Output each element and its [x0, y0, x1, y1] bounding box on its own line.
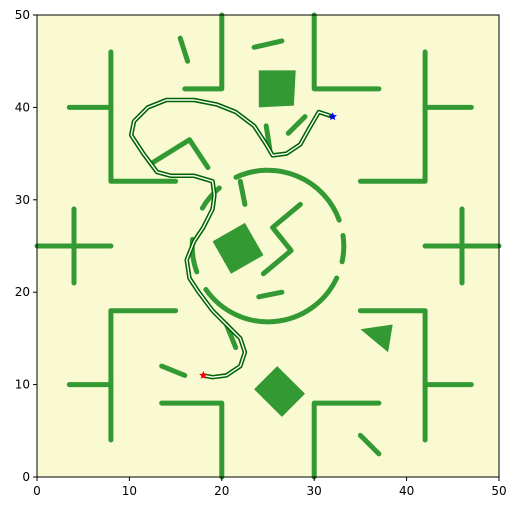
wall-segment-16	[177, 35, 191, 64]
wall-segment-26	[357, 432, 382, 457]
ring-arc-1	[199, 185, 222, 211]
x-tick-label: 20	[214, 484, 229, 498]
wall-segment-17	[251, 38, 285, 50]
wall-segment-4	[357, 49, 428, 184]
goal-marker	[328, 112, 337, 121]
ring-arc-5	[340, 233, 347, 249]
x-axis: 0 10 20 30 40 50	[33, 477, 507, 498]
y-tick-label: 10	[15, 378, 30, 392]
wall-segment-0	[182, 12, 225, 92]
y-tick-label: 0	[22, 470, 30, 484]
x-tick-label: 10	[122, 484, 137, 498]
x-tick-label: 40	[399, 484, 414, 498]
wall-segment-20	[150, 137, 211, 170]
start-marker	[199, 370, 208, 379]
ring-arc-3	[203, 275, 340, 325]
plot-frame	[36, 14, 500, 478]
x-tick-label: 30	[307, 484, 322, 498]
obstacle-layer	[34, 12, 502, 480]
y-tick-label: 40	[15, 100, 30, 114]
wall-segment-21	[237, 178, 248, 207]
ring-arc-0	[233, 167, 342, 223]
obstacle-block-2	[254, 366, 305, 417]
obstacle-block-1	[212, 222, 264, 274]
y-tick-label: 20	[15, 285, 30, 299]
wall-segment-12	[357, 308, 428, 443]
wall-segment-23	[256, 289, 285, 300]
wall-segment-2	[108, 49, 179, 184]
wall-segment-14	[159, 400, 225, 480]
wall-segment-25	[159, 363, 188, 378]
wall-segment-15	[311, 400, 382, 480]
marker-layer	[199, 112, 337, 379]
obstacle-block-3	[360, 324, 393, 353]
plot-area	[34, 12, 502, 480]
obstacle-block-0	[258, 70, 296, 108]
y-axis: 0 10 20 30 40 50	[15, 8, 37, 484]
wall-segment-22	[260, 201, 303, 277]
planned-path-core	[130, 99, 334, 378]
x-tick-label: 50	[491, 484, 506, 498]
x-tick-label: 0	[33, 484, 41, 498]
wall-segment-1	[311, 12, 382, 92]
y-tick-label: 50	[15, 8, 30, 22]
wall-segment-19	[285, 114, 308, 136]
y-tick-label: 30	[15, 193, 30, 207]
planned-path-layer	[128, 97, 335, 380]
wall-segment-10	[108, 308, 179, 443]
